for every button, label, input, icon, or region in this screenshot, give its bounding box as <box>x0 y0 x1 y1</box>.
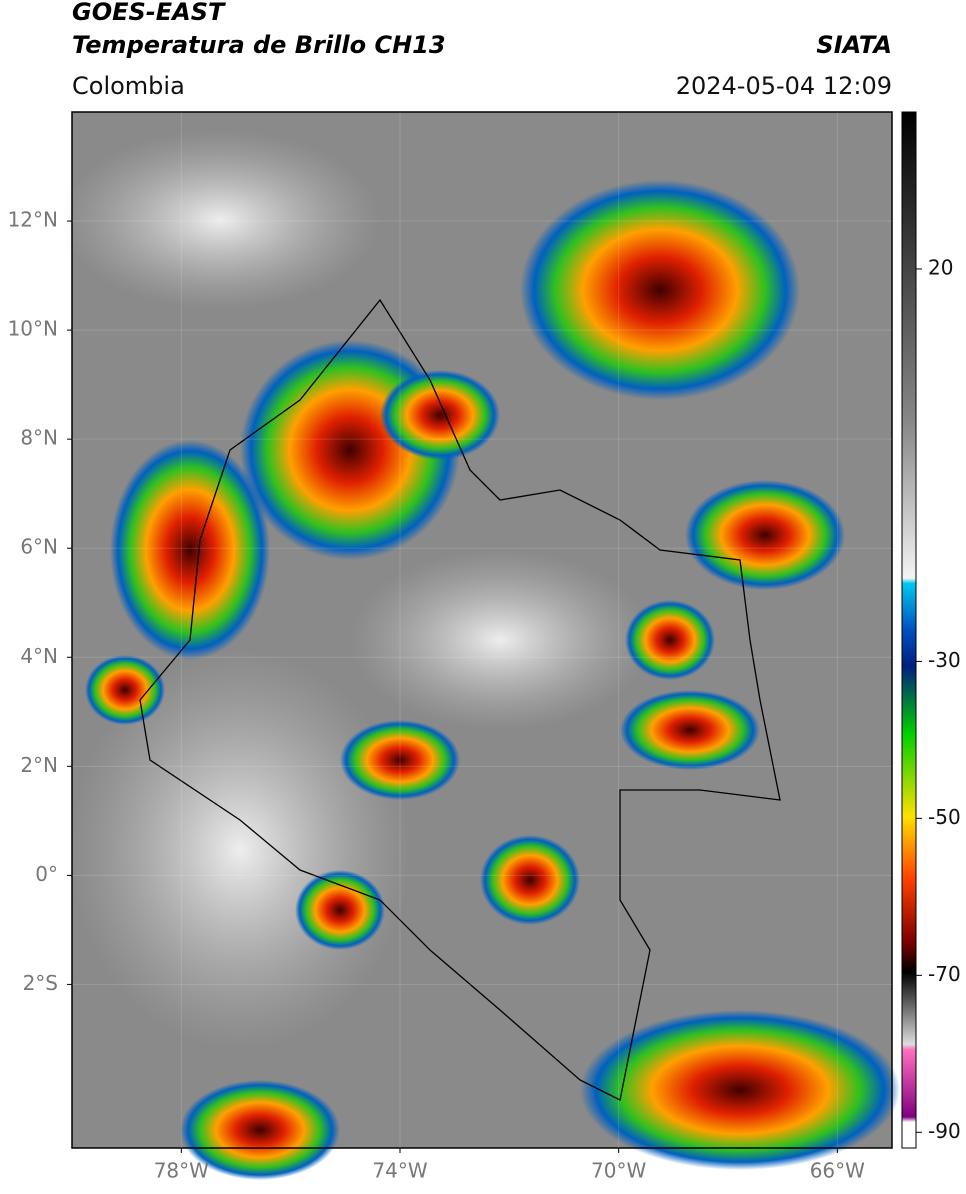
x-tick-label: 70°W <box>591 1159 646 1183</box>
y-tick-label: 8°N <box>20 426 58 450</box>
y-tick-label: 4°N <box>20 644 58 668</box>
datetime-label: 2024-05-04 12:09 <box>676 72 892 100</box>
region-label: Colombia <box>72 72 185 100</box>
y-tick-label: 10°N <box>8 317 58 341</box>
colorbar-tick-label: -50 <box>928 805 961 829</box>
y-tick-label: 6°N <box>20 535 58 559</box>
product-title: Temperatura de Brillo CH13 <box>72 31 446 59</box>
y-tick-label: 2°N <box>20 753 58 777</box>
satellite-title: GOES-EAST <box>72 0 226 26</box>
colorbar-tick-label: -30 <box>928 648 961 672</box>
x-tick-label: 66°W <box>810 1159 865 1183</box>
map-imagery <box>60 112 900 1180</box>
map-frame <box>71 111 893 1149</box>
colorbar-tick-label: -90 <box>928 1119 961 1143</box>
x-tick-label: 78°W <box>154 1159 209 1183</box>
y-tick-label: 0° <box>35 862 58 886</box>
y-tick-label: 2°S <box>23 971 58 995</box>
x-tick-label: 74°W <box>372 1159 427 1183</box>
colorbar <box>901 111 917 1149</box>
source-label: SIATA <box>816 31 892 59</box>
y-tick-label: 12°N <box>8 208 58 232</box>
colorbar-tick-label: -70 <box>928 962 961 986</box>
colorbar-tick-label: 20 <box>928 255 953 279</box>
